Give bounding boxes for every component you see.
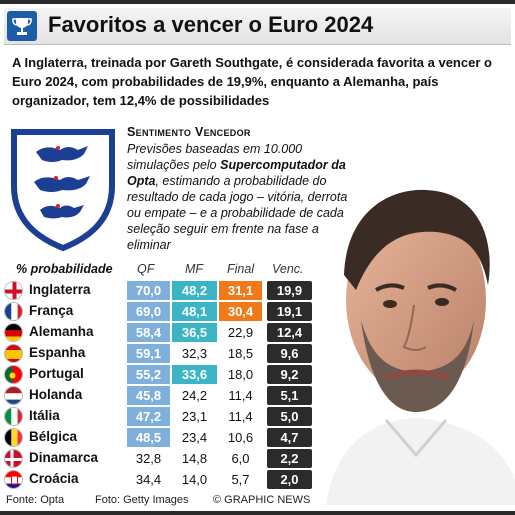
final-value: 10,6: [227, 430, 254, 445]
portugal-flag-icon: [4, 365, 23, 384]
qf-value: 58,4: [127, 323, 170, 342]
table-row: França 69,0 48,1 30,4 19,1: [0, 301, 320, 322]
team-name: Holanda: [29, 387, 83, 402]
qf-value: 48,5: [127, 428, 170, 447]
team-name: Dinamarca: [29, 450, 99, 465]
team-name: Itália: [29, 408, 60, 423]
footer-photo: Foto: Getty Images: [95, 494, 189, 506]
france-flag-icon: [4, 302, 23, 321]
table-row: Alemanha 58,4 36,5 22,9 12,4: [0, 322, 320, 343]
winner-value: 9,6: [267, 344, 312, 363]
qf-value: 32,8: [135, 451, 162, 466]
final-value: 11,4: [228, 388, 253, 403]
qf-value: 59,1: [127, 344, 170, 363]
bottom-rule: [0, 511, 515, 515]
footer-source: Fonte: Opta: [6, 494, 65, 506]
croatia-flag-icon: [4, 470, 23, 489]
subhead: Sentimento Vencedor: [127, 125, 251, 139]
belgium-flag-icon: [4, 428, 23, 447]
final-value: 18,0: [227, 367, 254, 382]
col-header-team: % probabilidade: [16, 262, 113, 276]
mf-value: 33,6: [172, 365, 217, 384]
footer-credit: © GRAPHIC NEWS: [213, 494, 311, 506]
team-name: França: [29, 303, 74, 318]
page-title: Favoritos a vencer o Euro 2024: [48, 12, 374, 37]
qf-value: 34,4: [135, 472, 162, 487]
mf-value: 36,5: [172, 323, 217, 342]
table-row: Dinamarca 32,8 14,8 6,0 2,2: [0, 448, 320, 469]
final-value: 30,4: [219, 302, 262, 321]
table-row: Itália 47,2 23,1 11,4 5,0: [0, 406, 320, 427]
mf-value: 14,8: [181, 451, 208, 466]
col-header-qf: QF: [137, 262, 155, 276]
col-header-venc: Venc.: [272, 262, 304, 276]
mf-value: 14,0: [181, 472, 208, 487]
table-row: Bélgica 48,5 23,4 10,6 4,7: [0, 427, 320, 448]
intro-text: A Inglaterra, treinada por Gareth Southg…: [12, 55, 492, 108]
mf-value: 23,1: [181, 409, 208, 424]
qf-value: 69,0: [127, 302, 170, 321]
trophy-icon: [7, 11, 37, 41]
team-name: Inglaterra: [29, 282, 91, 297]
note-text: Previsões baseadas em 10.000 simulações …: [127, 142, 303, 172]
qf-value: 55,2: [127, 365, 170, 384]
final-value: 31,1: [219, 281, 262, 300]
team-name: Portugal: [29, 366, 84, 381]
mf-value: 48,1: [172, 302, 217, 321]
final-value: 22,9: [227, 325, 254, 340]
header: Favoritos a vencer o Euro 2024: [4, 8, 511, 45]
table-row: Croácia 34,4 14,0 5,7 2,0: [0, 469, 320, 490]
note-text-end: , estimando a probabilidade do resultado…: [127, 174, 348, 252]
winner-value: 19,1: [267, 302, 312, 321]
note-highlight: Supercomputador da Opta: [127, 158, 346, 188]
final-value: 6,0: [231, 451, 250, 466]
top-rule: [0, 0, 515, 4]
england-flag-icon: [4, 281, 23, 300]
mf-value: 23,4: [181, 430, 208, 445]
col-header-mf: MF: [185, 262, 204, 276]
final-value: 18,5: [227, 346, 254, 361]
team-name: Croácia: [29, 471, 79, 486]
team-name: Bélgica: [29, 429, 78, 444]
team-name: Espanha: [29, 345, 86, 360]
netherlands-flag-icon: [4, 386, 23, 405]
winner-value: 5,0: [267, 407, 312, 426]
germany-flag-icon: [4, 323, 23, 342]
spain-flag-icon: [4, 344, 23, 363]
italy-flag-icon: [4, 407, 23, 426]
table-row: Inglaterra 70,0 48,2 31,1 19,9: [0, 280, 320, 301]
qf-value: 45,8: [127, 386, 170, 405]
final-value: 11,4: [228, 409, 253, 424]
qf-value: 70,0: [127, 281, 170, 300]
england-crest-icon: [8, 126, 118, 252]
table-row: Espanha 59,1 32,3 18,5 9,6: [0, 343, 320, 364]
final-value: 5,7: [231, 472, 250, 487]
winner-value: 5,1: [267, 386, 312, 405]
mf-value: 32,3: [181, 346, 208, 361]
mf-value: 24,2: [181, 388, 208, 403]
coach-photo-illustration: [316, 180, 515, 505]
winner-value: 12,4: [267, 323, 312, 342]
method-note: Previsões baseadas em 10.000 simulações …: [127, 141, 359, 253]
denmark-flag-icon: [4, 449, 23, 468]
qf-value: 47,2: [127, 407, 170, 426]
team-name: Alemanha: [29, 324, 94, 339]
winner-value: 2,0: [267, 470, 312, 489]
winner-value: 19,9: [267, 281, 312, 300]
col-header-final: Final: [227, 262, 255, 276]
winner-value: 9,2: [267, 365, 312, 384]
table-row: Portugal 55,2 33,6 18,0 9,2: [0, 364, 320, 385]
mf-value: 48,2: [172, 281, 217, 300]
winner-value: 2,2: [267, 449, 312, 468]
winner-value: 4,7: [267, 428, 312, 447]
table-row: Holanda 45,8 24,2 11,4 5,1: [0, 385, 320, 406]
